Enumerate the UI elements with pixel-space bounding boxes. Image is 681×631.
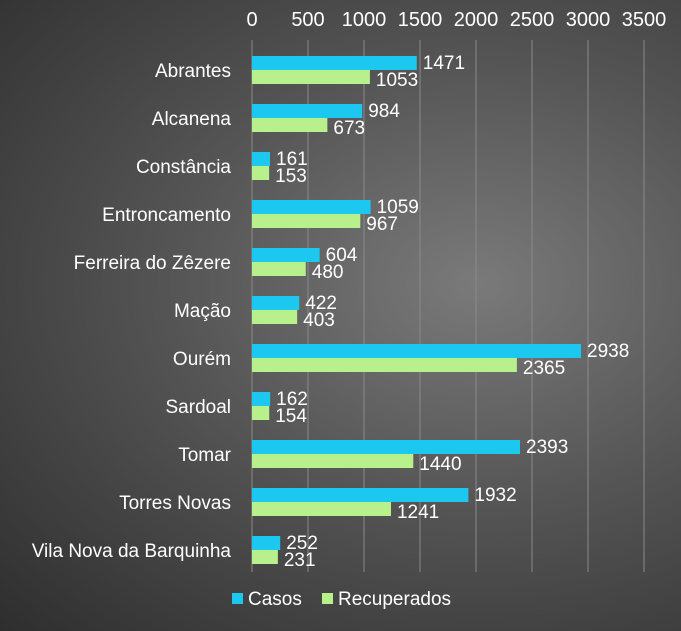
data-label: 1059 — [377, 197, 419, 218]
bar-recuperados — [252, 502, 391, 516]
legend: Casos Recuperados — [232, 589, 451, 610]
category-label: Constância — [136, 157, 231, 178]
data-label: 2365 — [523, 358, 565, 379]
x-tick-label: 0 — [246, 9, 257, 31]
data-label: 2938 — [587, 341, 629, 362]
x-tick-label: 1500 — [398, 9, 443, 31]
category-label: Mação — [174, 301, 231, 322]
data-label: 1932 — [474, 485, 516, 506]
x-axis-tick-labels: 0 500 1000 1500 2000 2500 3000 3500 — [246, 9, 666, 31]
legend-swatch — [232, 593, 243, 604]
bar-recuperados — [252, 358, 517, 372]
category-label: Ourém — [173, 349, 231, 370]
bar-casos — [252, 536, 281, 550]
bar-casos — [252, 344, 582, 358]
x-tick-label: 1000 — [342, 9, 387, 31]
bar-recuperados — [252, 550, 278, 564]
bar-casos — [252, 200, 371, 214]
data-label: 161 — [276, 149, 308, 170]
data-label: 1241 — [397, 502, 439, 523]
data-label: 153 — [275, 166, 307, 187]
data-label: 422 — [305, 293, 337, 314]
data-label: 403 — [303, 310, 335, 331]
legend-swatch — [322, 593, 333, 604]
bar-casos — [252, 488, 469, 502]
category-label: Entroncamento — [102, 205, 231, 226]
bar-casos — [252, 440, 521, 454]
data-label: 2393 — [526, 437, 568, 458]
x-tick-label: 3500 — [622, 9, 667, 31]
data-label: 231 — [284, 550, 316, 571]
x-tick-label: 3000 — [566, 9, 611, 31]
category-label: Torres Novas — [119, 493, 231, 514]
bar-recuperados — [252, 214, 361, 228]
bar-casos — [252, 56, 417, 70]
legend-label: Recuperados — [338, 589, 451, 610]
bar-recuperados — [252, 406, 270, 420]
data-label: 967 — [366, 214, 398, 235]
data-label: 480 — [312, 262, 344, 283]
data-label: 673 — [333, 118, 365, 139]
bar-recuperados — [252, 262, 306, 276]
bar-recuperados — [252, 166, 270, 180]
legend-label: Casos — [248, 589, 302, 610]
x-tick-label: 2000 — [454, 9, 499, 31]
category-label: Sardoal — [166, 397, 232, 418]
data-label: 154 — [275, 406, 307, 427]
category-label: Tomar — [178, 445, 231, 466]
category-label: Ferreira do Zêzere — [74, 253, 231, 274]
bar-casos — [252, 392, 271, 406]
bars — [252, 56, 582, 564]
category-label: Abrantes — [155, 61, 231, 82]
data-label: 1053 — [376, 70, 418, 91]
data-label: 984 — [368, 101, 400, 122]
bar-recuperados — [252, 118, 328, 132]
bar-casos — [252, 296, 300, 310]
bar-casos — [252, 104, 363, 118]
data-label: 162 — [276, 389, 308, 410]
category-label: Alcanena — [152, 109, 232, 130]
x-tick-label: 500 — [291, 9, 324, 31]
category-labels: Abrantes Alcanena Constância Entroncamento F… — [32, 61, 232, 562]
bar-casos — [252, 152, 271, 166]
bar-recuperados — [252, 310, 298, 324]
data-label: 604 — [326, 245, 358, 266]
data-label: 1471 — [423, 53, 465, 74]
x-tick-label: 2500 — [510, 9, 555, 31]
bar-recuperados — [252, 454, 414, 468]
bar-casos — [252, 248, 320, 262]
data-label: 1440 — [419, 454, 461, 475]
category-label: Vila Nova da Barquinha — [32, 541, 232, 562]
data-label: 252 — [286, 533, 318, 554]
bar-recuperados — [252, 70, 370, 84]
